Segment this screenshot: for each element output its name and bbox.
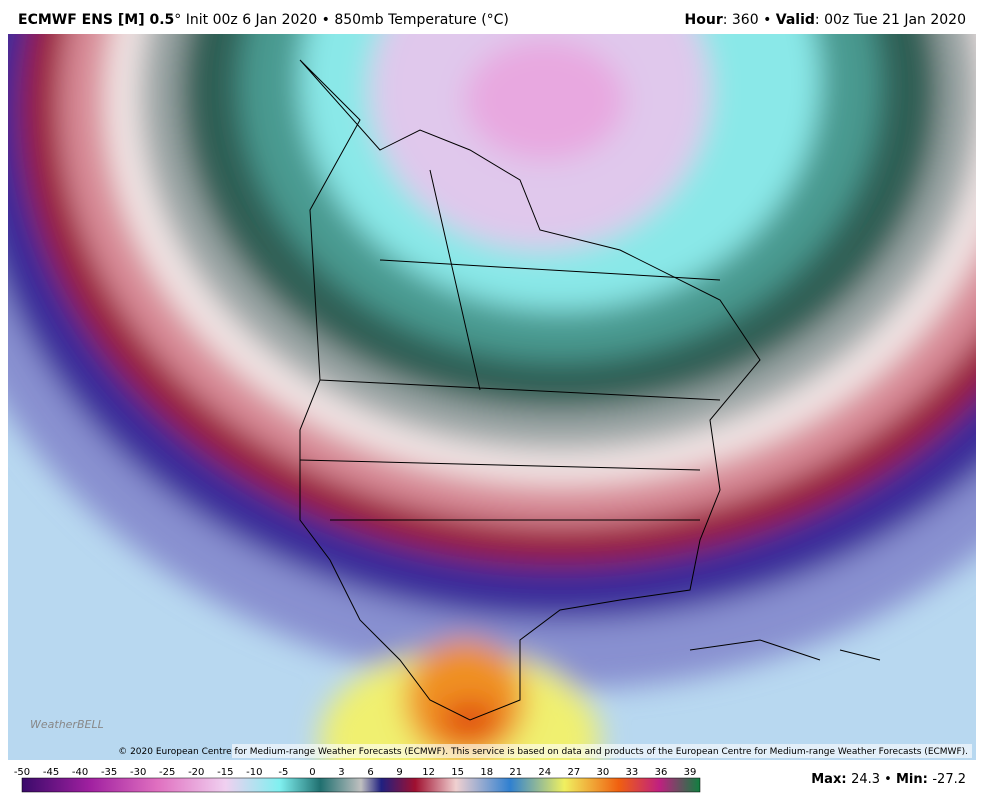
max-label: Max [811, 772, 842, 787]
colorbar-ticks: -50 -45 -40 -35 -30 -25 -20 -15 -10 -5 0 3 6 9 12 15 18 2… [14, 767, 697, 778]
min-label: Min [895, 772, 923, 787]
colon: : [841, 772, 852, 787]
hour-label: Hour [684, 12, 723, 28]
colorbar-tick-label: 33 [626, 767, 639, 778]
colorbar-tick-label: 30 [597, 767, 610, 778]
colorbar-tick-label: 6 [367, 767, 373, 778]
colorbar-tick-label: -10 [246, 767, 262, 778]
header-left: ECMWF ENS [M] 0.5° Init 00z 6 Jan 2020 •… [18, 12, 509, 28]
colorbar-tick-label: -40 [72, 767, 88, 778]
colorbar [21, 777, 701, 793]
colorbar-tick-label: -30 [130, 767, 146, 778]
colorbar-tick-label: 21 [509, 767, 522, 778]
colorbar-tick-label: -35 [101, 767, 117, 778]
colorbar-tick-label: 39 [684, 767, 697, 778]
logo: WeatherBELL [30, 718, 104, 731]
valid-label: Valid [775, 12, 815, 28]
colorbar-tick-label: -25 [159, 767, 175, 778]
copyright-bg [232, 744, 972, 758]
colorbar-tick-label: 36 [655, 767, 668, 778]
colorbar-tick-label: 24 [538, 767, 551, 778]
copyright: © 2020 European Centre for Medium-range … [118, 747, 968, 757]
colorbar-tick-label: 0 [309, 767, 315, 778]
colorbar-tick-label: 9 [396, 767, 402, 778]
colorbar-tick-label: 12 [422, 767, 435, 778]
colorbar-tick-label: -5 [278, 767, 288, 778]
colorbar-tick-label: 27 [567, 767, 580, 778]
hour-value: : 360 • [722, 12, 776, 28]
max-value: 24.3 [851, 772, 881, 787]
colon: : [922, 772, 933, 787]
colorbar-tick-label: -20 [188, 767, 204, 778]
min-value: -27.2 [932, 772, 966, 787]
colorbar-tick-label: -50 [14, 767, 30, 778]
separator: • [880, 772, 896, 787]
title-rest: ° Init 00z 6 Jan 2020 • 850mb Temperatur… [174, 12, 509, 28]
colorbar-tick-label: -45 [43, 767, 59, 778]
header-right: Hour: 360 • Valid: 00z Tue 21 Jan 2020 [685, 12, 966, 28]
colorbar-tick-label: -15 [217, 767, 233, 778]
colorbar-tick-label: 3 [338, 767, 344, 778]
colorbar-tick-label: 15 [451, 767, 464, 778]
footer: Max: 24.3 • Min: -27.2 [811, 772, 966, 787]
title-bold: ECMWF ENS [M] 0.5 [18, 12, 175, 28]
valid-value: : 00z Tue 21 Jan 2020 [814, 12, 966, 28]
colorbar-tick-label: 18 [480, 767, 493, 778]
